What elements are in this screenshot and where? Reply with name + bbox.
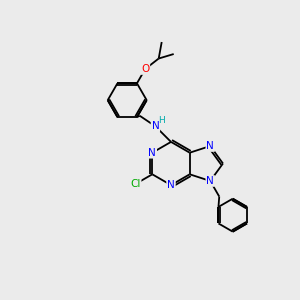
Text: H: H [158, 116, 165, 125]
Text: Cl: Cl [130, 179, 141, 189]
Text: N: N [206, 141, 214, 151]
Text: N: N [148, 148, 156, 158]
Text: O: O [141, 64, 149, 74]
Text: N: N [167, 180, 175, 190]
Text: N: N [152, 121, 159, 131]
Text: N: N [206, 176, 214, 186]
